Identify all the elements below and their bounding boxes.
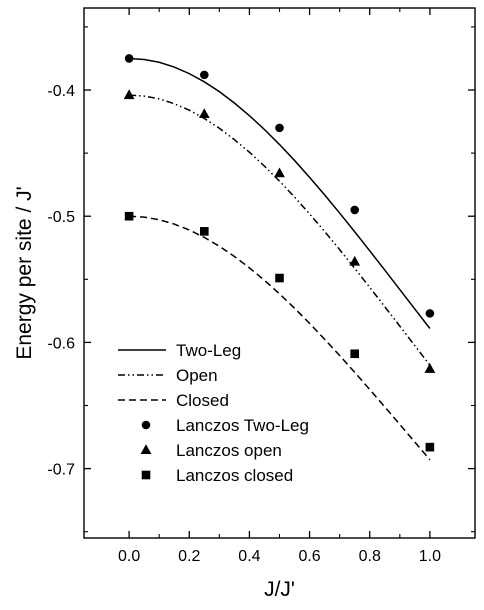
lanczos-closed-point <box>350 349 359 359</box>
lanczos-open-point <box>198 108 210 118</box>
x-tick-label: 0.8 <box>359 548 381 565</box>
lanczos-two-leg-point <box>124 54 134 63</box>
lanczos-two-leg-point <box>350 205 359 215</box>
lanczos-open-point <box>424 363 436 373</box>
x-tick-label: 0.2 <box>178 548 200 565</box>
y-tick-label: -0.5 <box>47 209 75 226</box>
legend-marker-lanczos-two-leg <box>141 420 151 430</box>
line-open <box>129 94 431 366</box>
model-curves <box>129 57 431 461</box>
x-tick-label: 0.6 <box>298 548 320 565</box>
legend-marker-lanczos-closed <box>141 470 151 480</box>
legend-label-two-leg: Two-Leg <box>176 341 241 360</box>
legend: Two-Leg Open Closed Lanczos Two-Leg Lanczos … <box>118 341 309 485</box>
legend-marker-lanczos-open <box>140 444 152 454</box>
x-tick-label: 1.0 <box>419 548 441 565</box>
y-tick-label: -0.4 <box>47 83 75 100</box>
lanczos-open-point <box>274 167 285 178</box>
y-tick-label: -0.6 <box>47 335 75 352</box>
lanczos-markers <box>123 54 436 452</box>
lanczos-two-leg-point <box>200 70 209 80</box>
line-two-leg <box>129 57 431 329</box>
lanczos-closed-point <box>275 273 284 283</box>
y-tick-label: -0.7 <box>47 462 75 479</box>
lanczos-open-point <box>123 89 135 100</box>
legend-label-closed: Closed <box>176 391 229 410</box>
line-closed <box>129 215 431 461</box>
legend-label-lanczos-two-leg: Lanczos Two-Leg <box>176 416 309 435</box>
legend-label-lanczos-closed: Lanczos closed <box>176 466 293 485</box>
legend-label-lanczos-open: Lanczos open <box>176 441 282 460</box>
lanczos-closed-point <box>200 227 209 236</box>
lanczos-two-leg-point <box>275 123 284 133</box>
legend-label-open: Open <box>176 366 218 385</box>
x-tick-label: 0.0 <box>118 548 140 565</box>
lanczos-two-leg-point <box>425 309 435 318</box>
y-axis-title: Energy per site / J' <box>13 186 36 359</box>
axis-ticks: 0.0 0.2 0.4 0.6 0.8 1.0 -0.4 -0.5 -0.6 -0.7 <box>47 8 475 565</box>
x-axis-title: J/J' <box>264 578 295 601</box>
lanczos-open-point <box>349 255 361 266</box>
lanczos-closed-point <box>425 442 435 452</box>
lanczos-closed-point <box>124 211 134 221</box>
x-tick-label: 0.4 <box>238 548 260 565</box>
